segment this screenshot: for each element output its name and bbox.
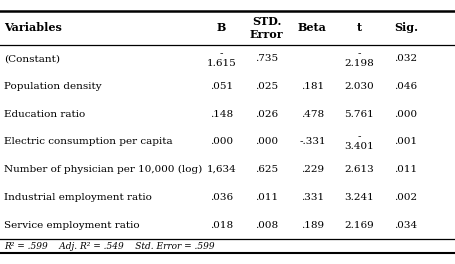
Text: Beta: Beta bbox=[297, 22, 326, 33]
Text: 2.169: 2.169 bbox=[344, 220, 373, 230]
Text: Electric consumption per capita: Electric consumption per capita bbox=[4, 137, 172, 147]
Text: .181: .181 bbox=[300, 82, 323, 91]
Text: .036: .036 bbox=[209, 193, 232, 202]
Text: t: t bbox=[356, 22, 361, 33]
Text: .011: .011 bbox=[394, 165, 416, 174]
Text: -
1.615: - 1.615 bbox=[206, 49, 236, 68]
Text: .000: .000 bbox=[394, 110, 416, 119]
Text: -
3.401: - 3.401 bbox=[344, 133, 373, 151]
Text: Service employment ratio: Service employment ratio bbox=[4, 220, 139, 230]
Text: Industrial employment ratio: Industrial employment ratio bbox=[4, 193, 151, 202]
Text: .735: .735 bbox=[255, 54, 278, 63]
Text: Population density: Population density bbox=[4, 82, 101, 91]
Text: .008: .008 bbox=[255, 220, 278, 230]
Text: R² = .599    Adj. R² = .549    Std. Error = .599: R² = .599 Adj. R² = .549 Std. Error = .5… bbox=[4, 242, 214, 251]
Text: .478: .478 bbox=[300, 110, 323, 119]
Text: Variables: Variables bbox=[4, 22, 61, 33]
Text: .625: .625 bbox=[255, 165, 278, 174]
Text: 2.030: 2.030 bbox=[344, 82, 373, 91]
Text: (Constant): (Constant) bbox=[4, 54, 60, 63]
Text: .148: .148 bbox=[209, 110, 232, 119]
Text: -.331: -.331 bbox=[298, 137, 325, 147]
Text: .025: .025 bbox=[255, 82, 278, 91]
Text: Sig.: Sig. bbox=[393, 22, 417, 33]
Text: Number of physician per 10,000 (log): Number of physician per 10,000 (log) bbox=[4, 165, 202, 174]
Text: .026: .026 bbox=[255, 110, 278, 119]
Text: .032: .032 bbox=[394, 54, 416, 63]
Text: .000: .000 bbox=[255, 137, 278, 147]
Text: .002: .002 bbox=[394, 193, 416, 202]
Text: 3.241: 3.241 bbox=[344, 193, 373, 202]
Text: B: B bbox=[216, 22, 225, 33]
Text: .051: .051 bbox=[209, 82, 232, 91]
Text: 2.613: 2.613 bbox=[344, 165, 373, 174]
Text: .000: .000 bbox=[209, 137, 232, 147]
Text: .034: .034 bbox=[394, 220, 416, 230]
Text: -
2.198: - 2.198 bbox=[344, 49, 373, 68]
Text: .046: .046 bbox=[394, 82, 416, 91]
Text: .229: .229 bbox=[300, 165, 323, 174]
Text: 1,634: 1,634 bbox=[206, 165, 236, 174]
Text: .331: .331 bbox=[300, 193, 323, 202]
Text: .189: .189 bbox=[300, 220, 323, 230]
Text: .001: .001 bbox=[394, 137, 416, 147]
Text: Education ratio: Education ratio bbox=[4, 110, 85, 119]
Text: STD.
Error: STD. Error bbox=[249, 16, 283, 40]
Text: 5.761: 5.761 bbox=[344, 110, 373, 119]
Text: .011: .011 bbox=[255, 193, 278, 202]
Text: .018: .018 bbox=[209, 220, 232, 230]
